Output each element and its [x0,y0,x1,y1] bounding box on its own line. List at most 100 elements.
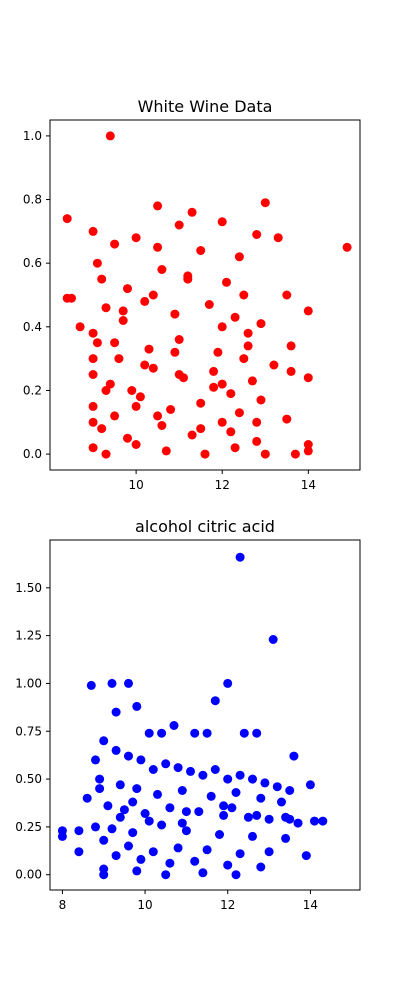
chart-alcohol-citric-acid: alcohol citric acid 8 10 12 14 0.00 0.25 0.50… [15,517,361,912]
data-point [174,220,184,230]
data-point [74,826,84,836]
data-point [310,816,319,826]
data-point [148,363,158,373]
data-point [256,395,266,405]
data-point [223,678,233,688]
data-point [110,411,120,421]
data-point [260,778,270,788]
data-point [123,433,132,443]
x-axis-ticks: 10 12 14 [128,470,316,492]
data-point [248,774,257,784]
data-point [131,233,141,243]
data-point [135,392,145,402]
data-point [157,728,167,738]
plot-frame [49,119,361,471]
data-point [88,370,98,379]
data-point [286,341,296,351]
data-points [57,552,328,880]
data-point [210,765,220,774]
data-point [97,274,107,284]
data-point [190,728,200,738]
data-point [215,830,224,839]
data-point [166,405,176,414]
data-point [256,862,266,872]
data-point [209,366,219,376]
data-point [153,411,163,421]
data-point [95,784,105,794]
data-point [92,338,102,348]
data-point [260,198,270,208]
y-tick-label: 1.0 [23,129,42,143]
data-point [239,354,249,364]
data-point [219,810,229,820]
data-point [118,316,128,325]
data-point [210,696,220,706]
data-point [88,443,98,453]
data-point [198,770,208,780]
data-point [200,449,210,459]
data-point [231,870,241,880]
data-point [318,816,328,826]
data-point [128,797,138,807]
data-point [144,344,154,354]
data-point [124,751,133,761]
data-point [140,809,150,818]
data-point [183,274,193,284]
data-point [285,786,295,795]
y-axis-ticks: 0.00 0.25 0.50 0.75 1.00 1.25 1.50 [15,581,50,882]
data-point [114,354,124,364]
data-point [95,774,105,784]
data-point [99,864,109,874]
data-point [115,780,125,790]
data-point [107,824,117,834]
data-point [303,373,313,383]
data-point [88,401,98,411]
y-tick-label: 0.0 [23,447,42,461]
data-point [144,816,154,826]
data-point [91,755,100,765]
data-point [243,812,253,822]
data-point [174,370,184,379]
data-point [252,728,262,738]
data-point [136,854,146,864]
data-point [222,277,231,287]
data-point [111,745,121,755]
data-point [252,436,262,446]
data-point [148,290,158,300]
data-point [140,296,150,306]
data-point [260,449,270,459]
data-point [173,843,183,853]
data-point [157,820,167,830]
data-point [194,807,204,817]
data-point [256,793,266,803]
data-point [252,810,262,820]
data-point [187,207,197,217]
data-points [62,131,352,459]
data-point [243,328,253,338]
data-point [277,797,286,807]
data-point [101,449,111,459]
y-tick-label: 0.4 [23,320,42,334]
y-axis-ticks: 0.0 0.2 0.4 0.6 0.8 1.0 [23,129,50,461]
data-point [157,421,167,430]
data-point [62,214,72,224]
data-point [190,856,200,866]
data-point [153,201,163,211]
data-point [148,765,158,774]
data-point [86,680,96,690]
data-point [273,233,283,243]
data-point [223,774,233,784]
plot-frame [49,539,361,891]
data-point [264,847,274,857]
y-tick-label: 0.75 [15,724,42,738]
data-point [161,446,171,456]
data-point [181,807,191,817]
data-point [99,835,109,845]
data-point [186,766,195,776]
data-point [230,443,240,453]
data-point [62,293,72,303]
data-point [127,386,137,395]
data-point [110,338,120,348]
data-point [247,376,257,386]
data-point [132,701,142,711]
